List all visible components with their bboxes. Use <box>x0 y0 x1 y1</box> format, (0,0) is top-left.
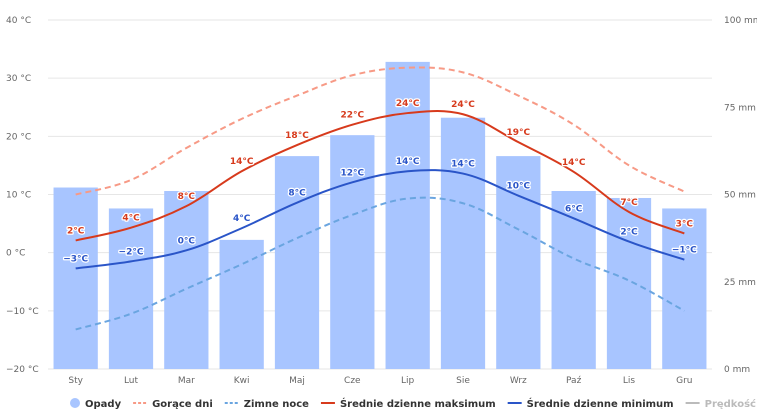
temperature-lines <box>75 66 685 331</box>
legend-symbol <box>70 398 80 408</box>
data-label: 10°C <box>507 182 531 192</box>
precipitation-bar[interactable] <box>606 197 652 369</box>
data-label: 14°C <box>230 157 254 167</box>
srednie-dzienne-maksimum-line[interactable] <box>75 109 685 242</box>
precipitation-bar[interactable] <box>330 135 375 369</box>
legend-item[interactable]: Gorące dni <box>133 399 213 410</box>
data-label: 8°C <box>288 189 306 199</box>
x-tick-label: Kwi <box>234 376 250 386</box>
x-tick-label: Gru <box>676 376 692 386</box>
y-right-tick-label: 100 mm <box>724 16 757 26</box>
data-label: 0°C <box>178 236 196 246</box>
y-right-tick-label: 50 mm <box>724 191 756 201</box>
y-right-tick-label: 75 mm <box>724 103 756 113</box>
data-label: 7°C <box>620 198 638 208</box>
data-label: 12°C <box>341 168 365 178</box>
data-label: 24°C <box>451 100 475 110</box>
legend-item[interactable]: Średnie dzienne minimum <box>507 397 674 410</box>
data-label: 14°C <box>396 157 420 167</box>
legend-label: Gorące dni <box>152 399 213 410</box>
data-label: 14°C <box>562 158 586 168</box>
legend-item[interactable]: Średnie dzienne maksimum <box>320 397 496 410</box>
data-label: −1°C <box>672 246 697 256</box>
x-tick-label: Wrz <box>510 376 527 386</box>
gorace-dni-line[interactable] <box>75 66 685 196</box>
precipitation-bar[interactable] <box>274 156 320 369</box>
precipitation-bars <box>53 61 707 369</box>
legend-item[interactable]: Prędkość wiatru <box>685 398 757 410</box>
x-tick-label: Sie <box>456 376 470 386</box>
y-left-tick-label: −20 °C <box>6 365 39 375</box>
x-tick-label: Lut <box>124 376 139 386</box>
legend-label: Opady <box>85 399 122 410</box>
precipitation-bar[interactable] <box>219 239 264 369</box>
data-label: 6°C <box>565 204 583 214</box>
precipitation-bar[interactable] <box>551 191 596 369</box>
data-label: 19°C <box>507 128 531 138</box>
legend-item[interactable]: Opady <box>70 398 122 410</box>
precipitation-bar[interactable] <box>440 117 486 369</box>
axis-labels: −20 °C −10 °C 0 °C 10 °C 20 °C 30 °C 40 °C 0 mm… <box>6 16 757 386</box>
grid-lines <box>48 19 712 370</box>
legend[interactable]: Opady Gorące dni Zimne noce Średnie dzienne… <box>70 397 757 410</box>
x-tick-label: Paź <box>566 376 582 386</box>
srednie-dzienne-minimum-line[interactable] <box>75 169 685 270</box>
data-label: 22°C <box>341 111 365 121</box>
x-tick-label: Maj <box>289 376 305 386</box>
data-label: −2°C <box>119 247 144 257</box>
legend-label: Średnie dzienne minimum <box>527 397 674 410</box>
data-label: 8°C <box>178 192 196 202</box>
precipitation-bar[interactable] <box>53 187 98 369</box>
data-labels: 2°C 4°C 8°C 14°C 18°C 22°C 24°C 24°C 19°C 14°C 7°C… <box>62 98 698 266</box>
x-tick-label: Lip <box>401 376 415 386</box>
precipitation-bar[interactable] <box>496 156 541 369</box>
legend-label: Prędkość wiatru <box>705 398 757 410</box>
zimne-noce-line[interactable] <box>75 196 685 331</box>
y-left-tick-label: 30 °C <box>6 74 31 84</box>
x-tick-label: Mar <box>178 376 195 386</box>
y-right-tick-label: 25 mm <box>724 278 756 288</box>
data-label: 3°C <box>676 219 694 229</box>
y-right-tick-label: 0 mm <box>724 365 750 375</box>
data-label: 18°C <box>285 131 309 141</box>
x-tick-label: Lis <box>623 376 636 386</box>
precipitation-bar[interactable] <box>662 208 707 369</box>
legend-label: Zimne noce <box>244 399 309 410</box>
y-left-tick-label: 40 °C <box>6 16 31 26</box>
precipitation-bar[interactable] <box>164 191 209 369</box>
x-tick-label: Sty <box>68 376 83 386</box>
data-label: 14°C <box>451 160 475 170</box>
y-left-tick-label: 0 °C <box>6 249 25 259</box>
data-label: 2°C <box>620 228 638 238</box>
data-label: 2°C <box>67 226 85 236</box>
data-label: 24°C <box>396 99 420 109</box>
legend-item[interactable]: Zimne noce <box>224 399 309 410</box>
legend-label: Średnie dzienne maksimum <box>340 397 496 410</box>
x-tick-label: Cze <box>344 376 361 386</box>
y-left-tick-label: −10 °C <box>6 307 39 317</box>
precipitation-bar[interactable] <box>108 208 154 369</box>
data-label: 4°C <box>233 214 251 224</box>
data-label: −3°C <box>63 254 88 264</box>
y-left-tick-label: 20 °C <box>6 132 31 142</box>
data-label: 4°C <box>122 214 140 224</box>
y-left-tick-label: 10 °C <box>6 191 31 201</box>
